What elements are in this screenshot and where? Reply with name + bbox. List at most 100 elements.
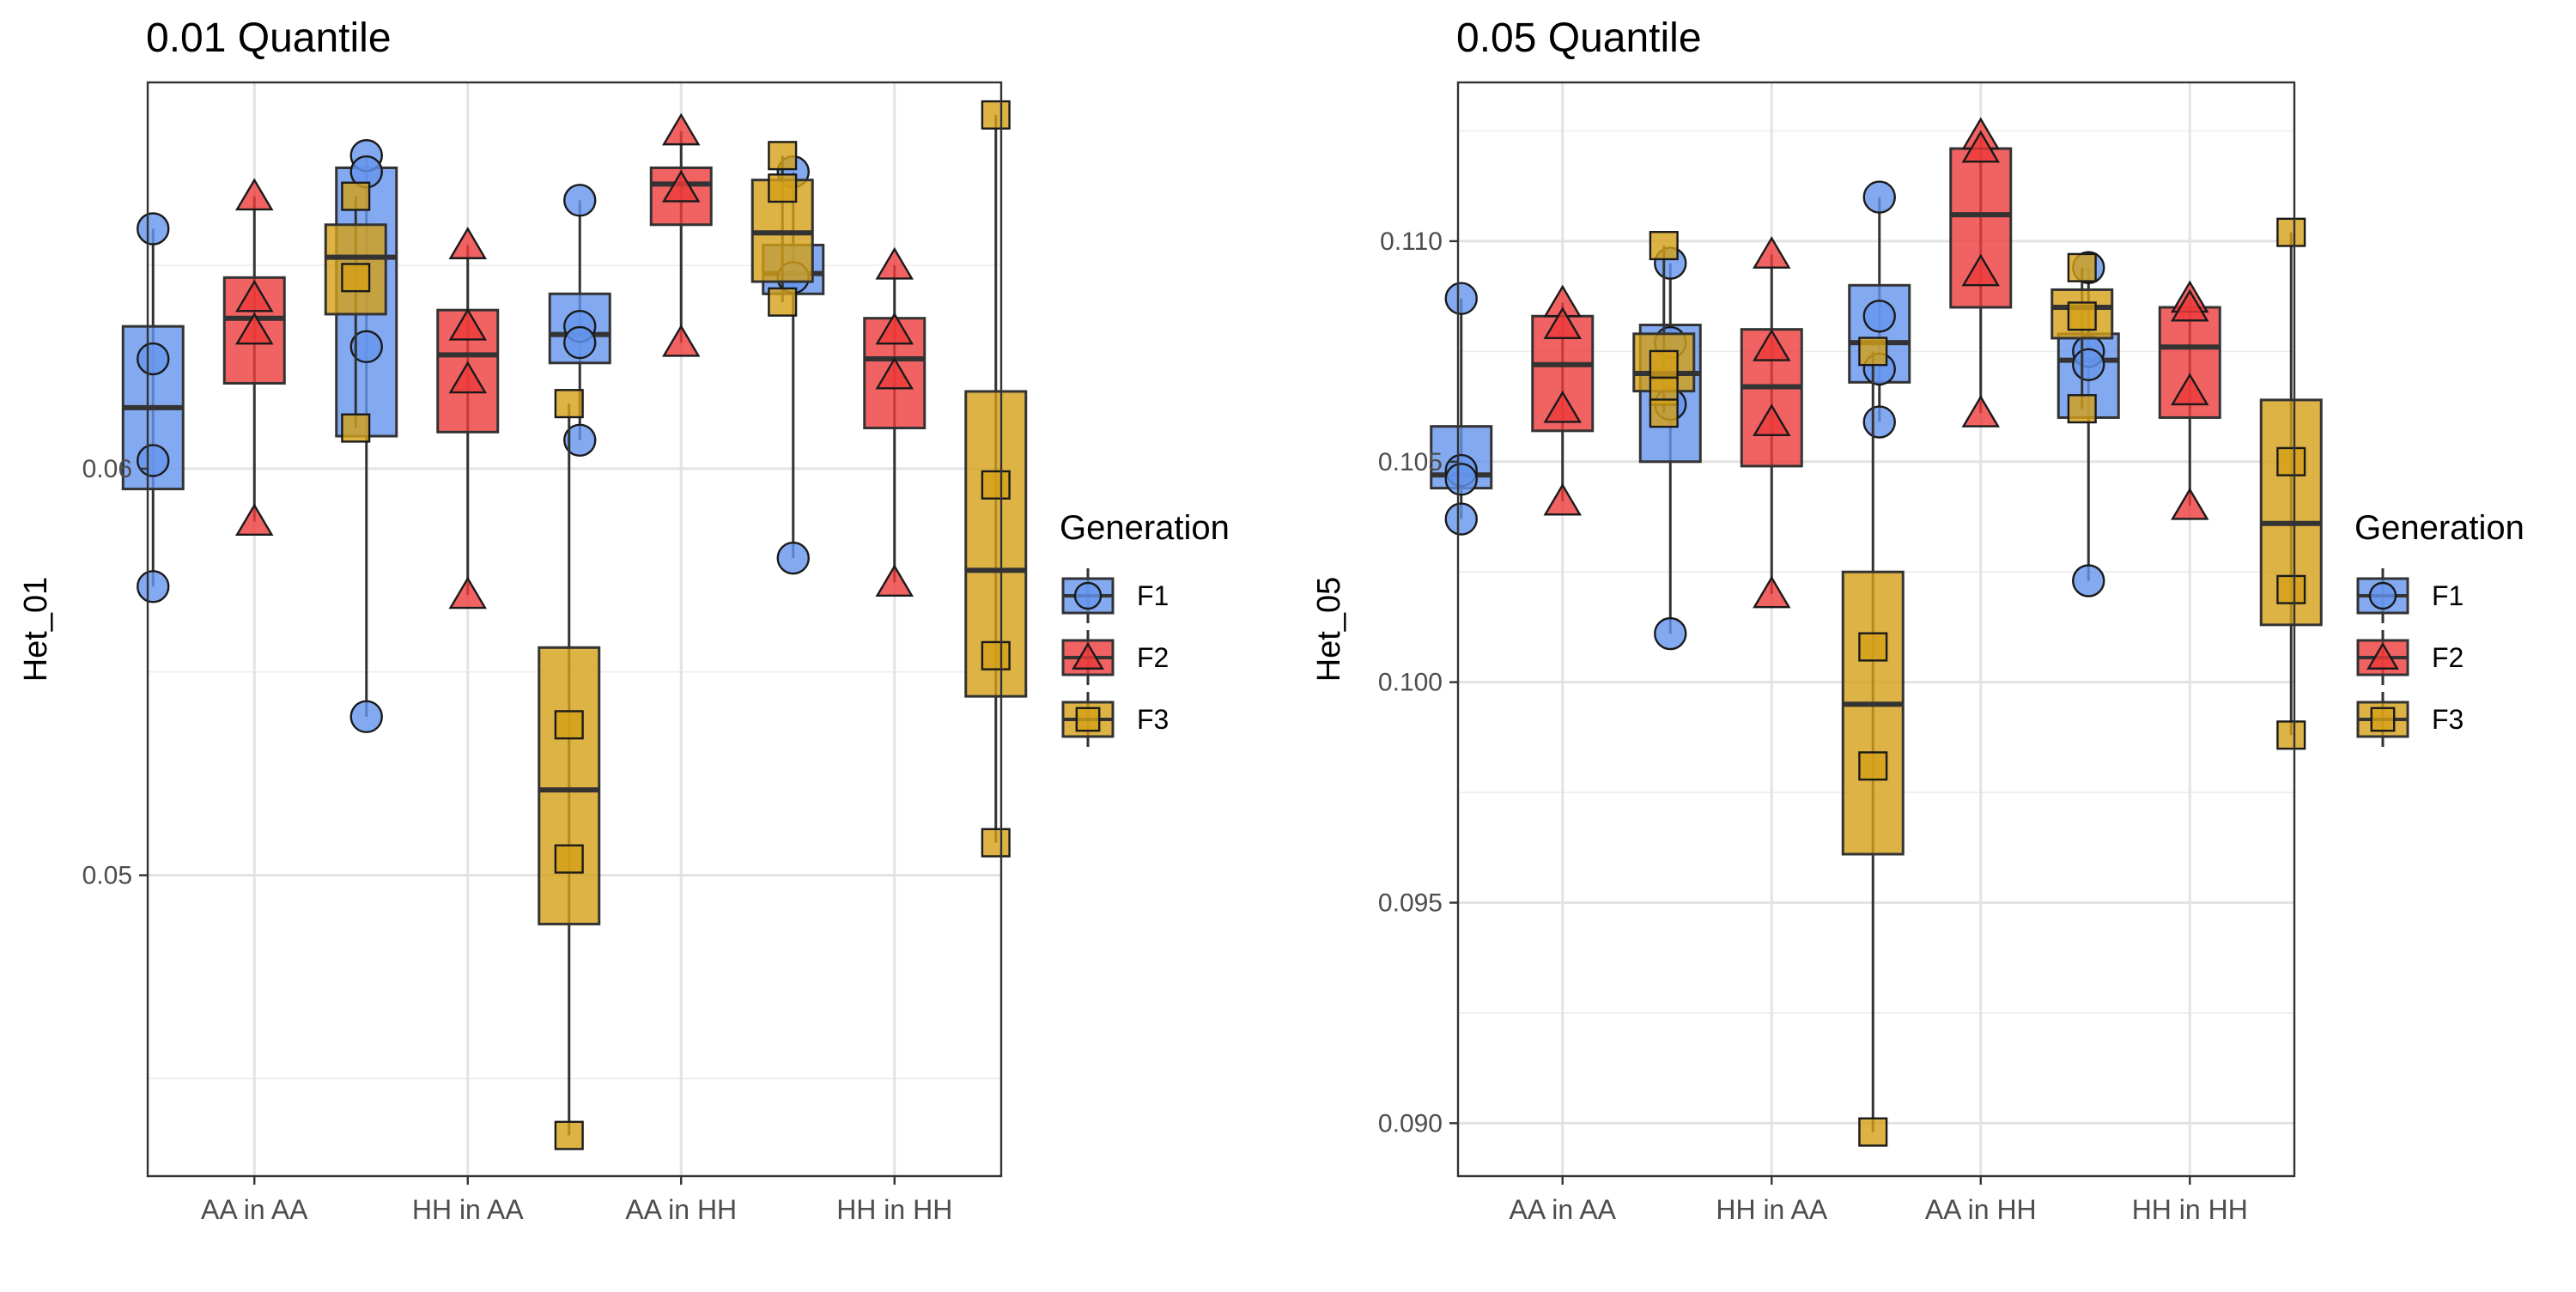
legend-key-marker (2366, 641, 2399, 670)
data-point (137, 444, 170, 477)
x-tick-label: AA in HH (625, 1194, 737, 1225)
data-point (349, 700, 383, 734)
data-point (563, 325, 597, 360)
data-point (2170, 288, 2209, 322)
data-point (2067, 394, 2097, 424)
data-point (2170, 373, 2209, 406)
data-point (1858, 751, 1888, 781)
data-point (341, 413, 371, 443)
data-point (981, 470, 1011, 500)
data-point (448, 361, 488, 394)
panel-border (1456, 81, 2296, 1178)
data-point (1649, 349, 1679, 379)
y-axis-label: Het_05 (1311, 577, 1347, 682)
series-f2 (1531, 117, 2221, 609)
data-point (981, 828, 1011, 858)
legend: Generation F1 F2 F3 (1060, 509, 1230, 747)
data-point (1752, 236, 1791, 269)
data-point (554, 1120, 584, 1150)
data-point (349, 330, 383, 364)
data-point (1961, 130, 2001, 163)
legend-key-marker (2368, 581, 2397, 610)
data-point (875, 312, 914, 345)
legend-key-marker (1073, 581, 1103, 610)
data-point (234, 178, 274, 211)
data-point (1752, 575, 1791, 609)
data-point (1543, 306, 1583, 340)
data-point (768, 141, 798, 171)
y-tick-label: 0.090 (1378, 1109, 1443, 1137)
data-point (554, 389, 584, 419)
legend-label: F3 (1137, 704, 1169, 735)
legend-label: F1 (1137, 580, 1169, 611)
data-point (448, 307, 488, 341)
legend: Generation F1 F2 F3 (2354, 509, 2524, 747)
legend-label: F2 (2432, 642, 2464, 673)
x-tick-label: AA in HH (1925, 1194, 2037, 1225)
data-point (1862, 180, 1896, 214)
y-tick-label: 0.095 (1378, 889, 1443, 918)
data-point (768, 287, 798, 317)
data-point (554, 844, 584, 874)
legend-key-marker (1075, 707, 1101, 732)
boxplot-layer (1430, 117, 2323, 1147)
legend-item-f3: F3 (2356, 692, 2464, 747)
data-point (2170, 487, 2209, 520)
legend-title: Generation (1060, 509, 1230, 547)
data-point (1752, 403, 1791, 437)
data-point (341, 181, 371, 211)
data-point (2276, 720, 2306, 750)
chart-panel-2: 0.090 0.095 0.100 0.105 0.110 AA in AA HH in A… (1311, 15, 2524, 1225)
y-tick-label: 0.110 (1380, 227, 1443, 256)
data-point (1444, 463, 1478, 496)
legend-label: F1 (2432, 580, 2464, 611)
legend-item-f1: F1 (2356, 568, 2464, 623)
data-point (875, 356, 914, 390)
data-point (2067, 252, 2097, 282)
plot-area (148, 82, 1001, 1176)
y-tick-label: 0.05 (82, 862, 132, 890)
boxplot-layer (121, 100, 1028, 1150)
y-tick-label: 0.105 (1378, 448, 1443, 476)
data-point (1858, 337, 1888, 367)
data-point (554, 710, 584, 740)
data-point (875, 564, 914, 597)
data-point (2072, 348, 2105, 381)
x-tick-label: HH in AA (412, 1194, 524, 1225)
box (1841, 570, 1905, 856)
chart-title: 0.01 Quantile (146, 15, 392, 61)
data-point (2276, 217, 2306, 247)
legend-item-f3: F3 (1061, 692, 1169, 747)
data-point (661, 324, 701, 357)
series-f2 (222, 112, 927, 610)
data-point (1444, 282, 1478, 315)
data-point (137, 212, 170, 246)
legend-item-f1: F1 (1061, 568, 1169, 623)
data-point (1961, 253, 2001, 287)
data-point (1858, 1117, 1888, 1147)
data-point (1543, 390, 1583, 423)
data-point (981, 640, 1011, 670)
data-point (563, 423, 597, 457)
data-point (1543, 482, 1583, 516)
grid (1458, 82, 2294, 1176)
data-point (875, 246, 914, 280)
data-point (981, 100, 1011, 130)
y-tick-label: 0.100 (1378, 669, 1443, 697)
chart-title: 0.05 Quantile (1456, 15, 1702, 61)
data-point (563, 184, 597, 217)
legend-title: Generation (2354, 509, 2524, 547)
y-axis-label: Het_01 (18, 577, 54, 682)
data-point (2072, 564, 2105, 597)
data-point (1858, 632, 1888, 662)
data-point (2276, 574, 2306, 604)
legend-item-f2: F2 (1061, 630, 1169, 685)
x-tick-label: HH in HH (2132, 1194, 2248, 1225)
legend-key-marker (1072, 641, 1104, 670)
data-point (341, 263, 371, 293)
x-tick-label: HH in AA (1716, 1194, 1827, 1225)
box (1949, 147, 2013, 309)
legend-label: F2 (1137, 642, 1169, 673)
